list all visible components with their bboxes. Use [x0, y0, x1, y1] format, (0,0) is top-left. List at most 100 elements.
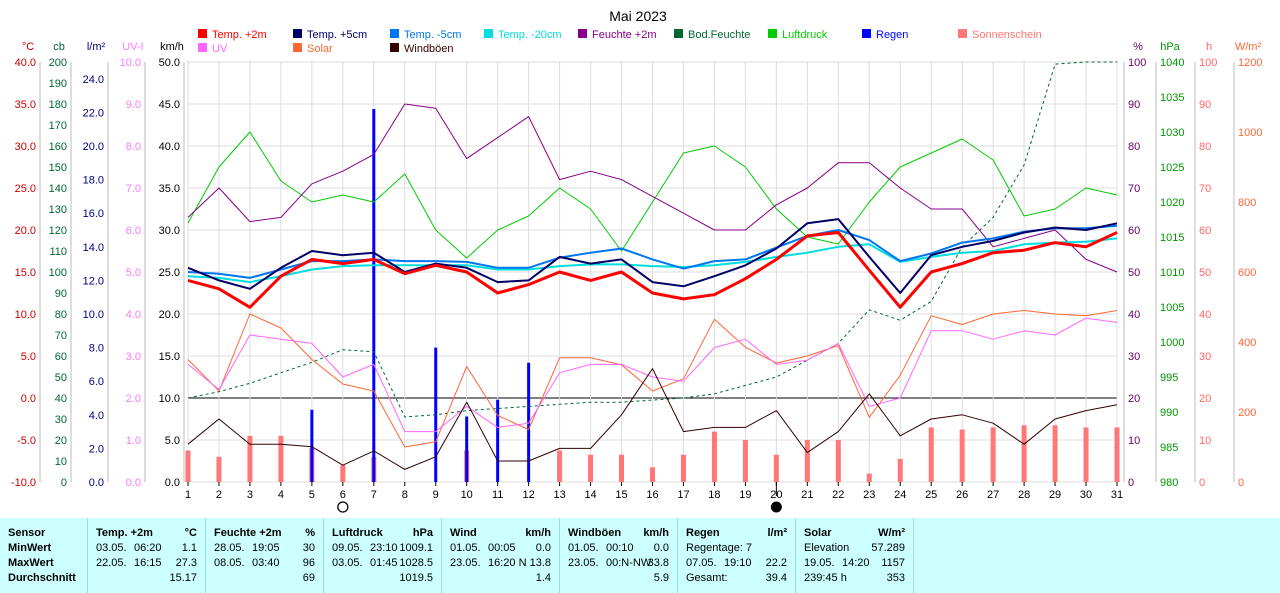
axis-tick-temp: 30.0	[15, 141, 36, 153]
stats-row: Regen l/m²	[678, 526, 795, 541]
stats-block: Windböen km/h 01.05. 00:10 0.0 23.05. 00:N-NW 3…	[560, 518, 678, 593]
stats-row: 69	[206, 571, 323, 586]
axis-tick-uv: 7.0	[126, 183, 141, 195]
stats-row: 09.05. 23:10 1009.1	[324, 541, 441, 556]
stats-cell: 27.3	[175, 557, 197, 569]
stats-row: 15.17	[88, 571, 205, 586]
stats-cell: 69	[302, 572, 315, 584]
stats-cell: 239:45 h	[804, 572, 847, 584]
full-moon-icon	[770, 501, 782, 513]
stats-cell: 23.05.	[568, 557, 599, 569]
axis-tick-wind: 5.0	[165, 435, 180, 447]
legend-label: Sonnenschein	[972, 29, 1042, 41]
stats-block: Regen l/m² Regentage: 7 07.05. 19:10 22.2 Gesa…	[678, 518, 796, 593]
axis-tick-cb: 160	[49, 141, 67, 153]
axis-tick-h: 20	[1199, 393, 1211, 405]
axis-tick-uv: 5.0	[126, 267, 141, 279]
axis-tick-temp: 15.0	[15, 267, 36, 279]
legend-label: Temp. -5cm	[404, 29, 461, 41]
stats-row: 23.05. 16:20 N 13.8	[442, 556, 559, 571]
x-tick-label: 29	[1049, 489, 1061, 501]
axis-tick-rain: 0.0	[89, 477, 104, 489]
axis-title-temp: °C	[22, 41, 34, 53]
axis-tick-hpa: 1010	[1160, 267, 1184, 279]
stats-block: Feuchte +2m% 28.05. 19:05 30 08.05. 03:40 96 69	[206, 518, 324, 593]
bar-sonnenschein	[959, 429, 965, 482]
axis-tick-rain: 10.0	[83, 309, 104, 321]
legend-label: Temp. +5cm	[307, 29, 367, 41]
stats-row: 22.05. 16:15 27.3	[88, 556, 205, 571]
bar-sonnenschein	[835, 440, 841, 482]
axis-tick-wind: 15.0	[159, 351, 180, 363]
stats-row: 28.05. 19:05 30	[206, 541, 323, 556]
bar-sonnenschein	[866, 473, 872, 482]
stats-cell: Solar	[804, 527, 832, 539]
axis-tick-wind: 50.0	[159, 57, 180, 69]
bar-sonnenschein	[897, 458, 903, 482]
x-tick-label: 21	[801, 489, 813, 501]
legend-swatch	[674, 29, 683, 38]
stats-cell: km/h	[525, 527, 551, 539]
axis-tick-pct: 30	[1128, 351, 1140, 363]
series-line-temp-20cm	[187, 237, 1118, 284]
axis-tick-pct: 10	[1128, 435, 1140, 447]
x-tick-label: 10	[461, 489, 473, 501]
grid	[187, 61, 1118, 483]
x-tick-label: 17	[677, 489, 689, 501]
bar-sonnenschein	[680, 454, 686, 482]
axis-tick-pct: 80	[1128, 141, 1140, 153]
weather-chart: Mai 2023 Temp. +2m Temp. +5cm Temp. -5cm Te…	[11, 8, 1262, 513]
bar-regen	[465, 416, 469, 482]
stats-cell: 19:05	[252, 542, 280, 554]
stats-cell: %	[305, 527, 315, 539]
series-line-feuchte-2m	[187, 103, 1118, 273]
axis-tick-pct: 70	[1128, 183, 1140, 195]
stats-row: Temp. +2m °C	[88, 526, 205, 541]
axis-tick-cb: 140	[49, 183, 67, 195]
axis-tick-hpa: 1025	[1160, 162, 1184, 174]
axis-tick-h: 60	[1199, 225, 1211, 237]
stats-cell: 00:N-NW	[606, 557, 652, 569]
stats-block: Solar W/m² Elevation 57.289 19.05. 14:20 1157 2…	[796, 518, 914, 593]
stats-cell: Luftdruck	[332, 527, 383, 539]
axis-tick-wm2: 1000	[1238, 127, 1262, 139]
legend-swatch	[484, 29, 493, 38]
axis-tick-rain: 14.0	[83, 242, 104, 254]
stats-row: 19.05. 14:20 1157	[796, 556, 913, 571]
axis-tick-temp: 20.0	[15, 225, 36, 237]
bar-regen	[372, 109, 376, 482]
axis-tick-wind: 0.0	[165, 477, 180, 489]
stats-cell: 28.05.	[214, 542, 245, 554]
stats-cell: 1.1	[181, 542, 197, 554]
axis-tick-cb: 70	[55, 330, 67, 342]
legend-label: Temp. +2m	[212, 29, 267, 41]
axis-tick-hpa: 985	[1160, 442, 1178, 454]
stats-cell: 08.05.	[214, 557, 245, 569]
x-tick-label: 27	[987, 489, 999, 501]
axis-title-pct: %	[1133, 41, 1143, 53]
axis-tick-hpa: 1005	[1160, 302, 1184, 314]
stats-row: 01.05. 00:10 0.0	[560, 541, 677, 556]
series-line-temp-2m	[187, 231, 1118, 309]
legend-label: UV	[212, 43, 228, 55]
axis-tick-cb: 200	[49, 57, 67, 69]
axis-tick-h: 10	[1199, 435, 1211, 447]
axis-tick-cb: 10	[55, 456, 67, 468]
axis-tick-hpa: 1040	[1160, 57, 1184, 69]
stats-row: Wind km/h	[442, 526, 559, 541]
axis-tick-h: 100	[1199, 57, 1217, 69]
x-tick-label: 5	[309, 489, 315, 501]
legend-swatch	[768, 29, 777, 38]
x-tick-label: 18	[708, 489, 720, 501]
series-line-solar	[187, 310, 1118, 448]
axis-tick-cb: 130	[49, 204, 67, 216]
stats-row: Elevation 57.289	[796, 541, 913, 556]
legend-label: Luftdruck	[782, 29, 828, 41]
x-tick-label: 25	[925, 489, 937, 501]
stats-cell: 19:10	[724, 557, 752, 569]
stats-cell: 07.05.	[686, 557, 717, 569]
stats-row: Feuchte +2m%	[206, 526, 323, 541]
axis-tick-h: 30	[1199, 351, 1211, 363]
x-tick-label: 14	[584, 489, 596, 501]
axis-tick-wind: 10.0	[159, 393, 180, 405]
